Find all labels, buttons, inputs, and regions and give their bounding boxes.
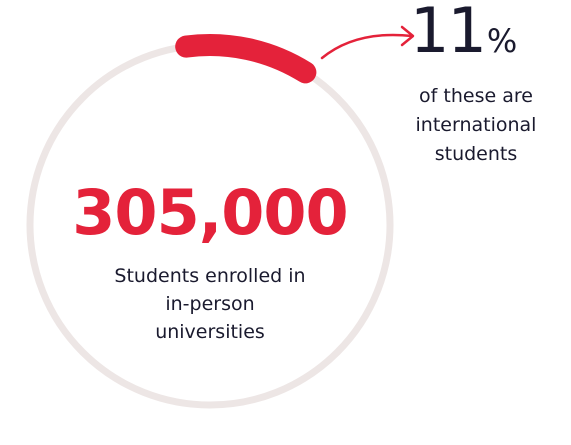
percent-sign: % <box>486 22 518 60</box>
enrollment-label: Students enrolled in in-person universit… <box>114 265 306 343</box>
percent-value: 11 <box>410 0 487 67</box>
enrollment-total: 305,000 <box>72 176 348 249</box>
international-label: of these are international students <box>415 85 537 165</box>
curved-arrow-icon <box>320 25 415 60</box>
international-percent: 11 % <box>410 0 517 70</box>
ring-arc-international <box>175 34 317 84</box>
